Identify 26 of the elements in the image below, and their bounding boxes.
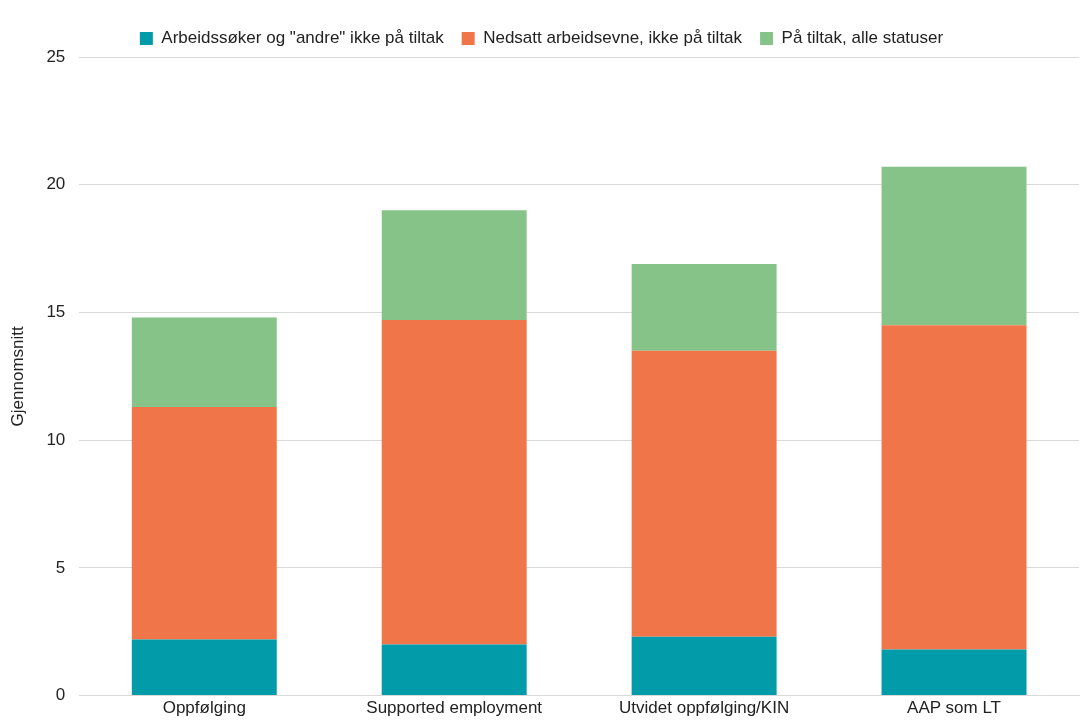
bar: [631, 350, 777, 637]
bar: [131, 406, 277, 640]
bar: [381, 644, 527, 696]
x-tick-label: Oppfølging: [162, 698, 246, 718]
x-tick-label: AAP som LT: [907, 698, 1001, 718]
legend-label: Nedsatt arbeidsevne, ikke på tiltak: [483, 28, 743, 48]
bar: [631, 636, 777, 696]
bar: [381, 320, 527, 645]
y-tick-label: 0: [55, 685, 66, 705]
legend-label: På tiltak, alle statuser: [781, 28, 944, 48]
bar: [881, 166, 1027, 326]
bar: [881, 649, 1027, 696]
legend-label: Arbeidssøker og "andre" ikke på tiltak: [161, 28, 445, 48]
y-tick-label: 5: [55, 557, 66, 577]
bar: [131, 317, 277, 407]
bar: [881, 325, 1027, 650]
bar: [381, 210, 527, 321]
bar: [631, 263, 777, 351]
y-axis-title: Gjennomsnitt: [7, 325, 27, 427]
bar: [131, 639, 277, 696]
y-tick-label: 15: [46, 302, 66, 322]
y-tick-label: 20: [46, 174, 66, 194]
x-tick-label: Utvidet oppfølging/KIN: [619, 698, 790, 718]
x-tick-label: Supported employment: [366, 698, 543, 718]
y-tick-label: 10: [46, 429, 66, 449]
y-tick-label: 25: [46, 46, 66, 66]
